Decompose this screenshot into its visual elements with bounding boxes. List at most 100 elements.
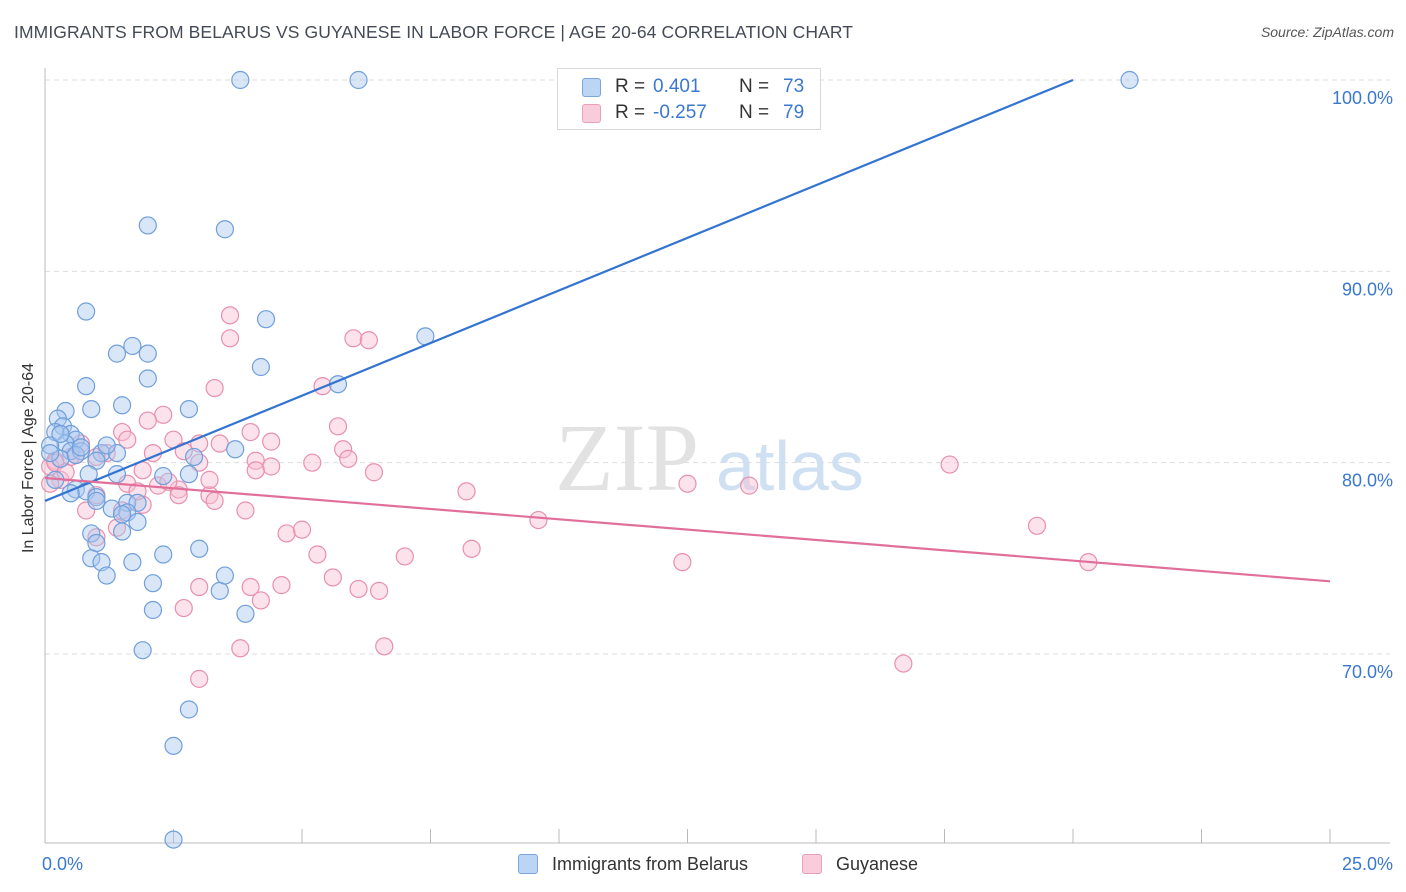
belarus-point xyxy=(112,396,132,415)
belarus-point xyxy=(154,466,173,486)
bottom-legend-label-belarus: Immigrants from Belarus xyxy=(552,853,749,874)
legend-n-label: N = xyxy=(739,102,770,123)
guyanese-point xyxy=(529,510,548,530)
guyanese-point xyxy=(236,501,255,520)
legend-r-value: -0.257 xyxy=(653,102,707,123)
guyanese-point xyxy=(220,306,240,325)
legend-n-label: N = xyxy=(739,76,770,97)
belarus-point xyxy=(123,553,142,572)
guyanese-point xyxy=(673,553,692,572)
x-tick-label: 0.0% xyxy=(42,854,83,874)
belarus-point xyxy=(179,700,199,719)
belarus-point xyxy=(97,436,116,455)
belarus-point xyxy=(164,830,183,849)
axes xyxy=(44,68,1390,844)
legend-row-belarus: R = 0.401 N = 73 xyxy=(582,75,804,99)
belarus-point xyxy=(51,424,70,444)
belarus-point xyxy=(138,344,157,363)
guyanese-point xyxy=(118,430,137,449)
gridlines xyxy=(45,79,1390,655)
guyanese-point xyxy=(894,654,913,673)
belarus-point xyxy=(236,604,255,623)
guyanese-point xyxy=(395,547,414,566)
y-tick-label: 90.0% xyxy=(1342,279,1393,299)
belarus-point xyxy=(87,491,106,511)
x-tick-label: 25.0% xyxy=(1342,854,1393,874)
belarus-point xyxy=(138,216,157,235)
guyanese-point xyxy=(262,457,281,476)
guyanese-point xyxy=(364,463,384,482)
belarus-point xyxy=(184,447,204,467)
guyanese-point xyxy=(344,329,363,348)
bottom-legend-guyanese: Guyanese xyxy=(802,852,918,876)
belarus-point xyxy=(226,440,245,459)
watermark: ZIP atlas xyxy=(555,404,864,511)
guyanese-point xyxy=(375,637,394,656)
guyanese-point xyxy=(174,598,193,618)
legend-r-label: R = xyxy=(615,102,646,123)
trend-lines xyxy=(44,78,1331,583)
guyanese-point xyxy=(678,474,697,493)
belarus-point xyxy=(56,401,75,421)
guyanese-point xyxy=(200,470,219,489)
guyanese-point xyxy=(246,461,265,480)
belarus-point xyxy=(179,465,199,484)
y-tick-label: 80.0% xyxy=(1342,471,1393,491)
guyanese-point xyxy=(241,422,260,442)
guyanese-point xyxy=(138,411,157,430)
guyanese-point xyxy=(334,440,353,459)
guyanese-point xyxy=(323,568,342,587)
guyanese-point xyxy=(231,639,250,658)
belarus-point xyxy=(112,522,132,541)
guyanese-point xyxy=(303,453,322,472)
belarus-point xyxy=(107,444,127,463)
belarus-point xyxy=(190,539,209,558)
belarus-point xyxy=(87,488,106,507)
belarus-point xyxy=(143,600,163,620)
belarus-point xyxy=(1120,70,1139,90)
belarus-point xyxy=(133,641,152,660)
guyanese-point xyxy=(370,581,389,600)
belarus-point xyxy=(251,357,270,377)
correlation-legend: R = 0.401 N = 73 R = -0.257 N = 79 xyxy=(557,68,821,130)
belarus-point xyxy=(77,377,96,396)
belarus-point xyxy=(87,451,106,470)
guyanese-point xyxy=(457,482,476,501)
belarus-point xyxy=(82,524,101,543)
belarus-point xyxy=(97,566,116,585)
belarus-point xyxy=(179,399,199,419)
belarus-point xyxy=(71,438,91,457)
watermark-zip: ZIP xyxy=(555,404,699,511)
source-label: Source: ZipAtlas.com xyxy=(1260,24,1394,40)
belarus-point xyxy=(51,449,70,468)
belarus-point xyxy=(102,499,121,518)
y-tick-label: 100.0% xyxy=(1332,88,1393,108)
bottom-legend-swatch-guyanese xyxy=(802,854,822,874)
belarus-point xyxy=(128,512,147,532)
guyanese-point xyxy=(308,545,327,564)
guyanese-point xyxy=(205,378,224,398)
guyanese-point xyxy=(210,434,229,453)
trend-line-guyanese xyxy=(44,476,1331,583)
belarus-point xyxy=(82,399,101,419)
trend-line-belarus xyxy=(44,78,1074,502)
belarus-point xyxy=(123,336,142,356)
belarus-point xyxy=(87,533,106,553)
legend-n-value: 73 xyxy=(783,76,805,97)
belarus-point xyxy=(215,566,234,585)
guyanese-point xyxy=(1027,516,1047,535)
guyanese-point xyxy=(328,417,348,436)
bottom-legend-belarus: Immigrants from Belarus xyxy=(518,852,748,876)
belarus-point xyxy=(92,553,111,572)
belarus-point xyxy=(82,549,101,568)
bottom-legend-label-guyanese: Guyanese xyxy=(836,853,919,874)
guyanese-point xyxy=(190,669,209,688)
belarus-point xyxy=(41,436,60,455)
watermark-atlas: atlas xyxy=(716,427,864,505)
belarus-point xyxy=(112,505,132,524)
series-belarus xyxy=(41,70,1139,849)
legend-r-label: R = xyxy=(615,76,646,97)
guyanese-point xyxy=(190,453,209,472)
guyanese-point xyxy=(359,331,378,350)
guyanese-point xyxy=(190,577,209,597)
